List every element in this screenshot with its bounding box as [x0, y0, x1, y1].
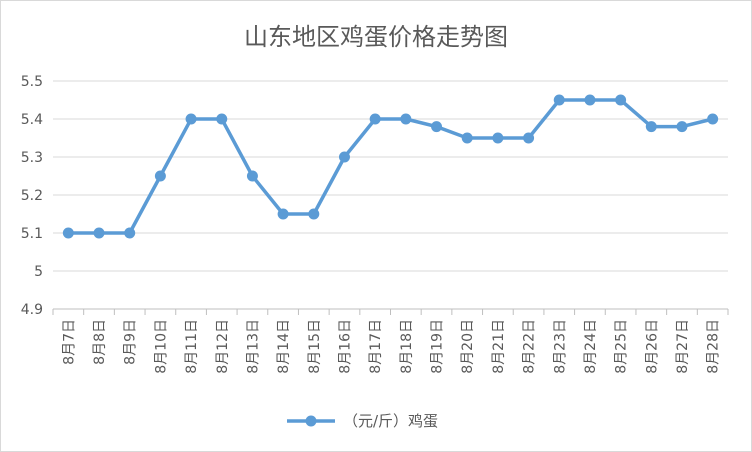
series-line — [66, 98, 715, 235]
x-tick-label: 8月12日 — [215, 319, 231, 374]
x-tick-label: 8月11日 — [184, 319, 200, 374]
gridlines — [53, 80, 728, 310]
data-point — [431, 121, 443, 133]
x-tick-label: 8月10日 — [153, 319, 169, 374]
x-tick-label: 8月8日 — [92, 319, 108, 365]
x-tick-label: 8月26日 — [644, 319, 660, 374]
data-point — [185, 113, 197, 125]
y-tick-label: 5 — [34, 264, 43, 280]
x-tick-label: 8月13日 — [245, 319, 261, 374]
x-tick-label: 8月14日 — [276, 319, 292, 374]
legend: （元/斤）鸡蛋 — [287, 412, 438, 430]
x-tick-label: 8月17日 — [368, 319, 384, 374]
x-tick-label: 8月20日 — [460, 319, 476, 374]
legend-marker — [305, 415, 317, 427]
x-axis: 8月7日 8月8日 8月9日 8月10日 8月11日 8月12日 8月13日 8月14日 8月1… — [52, 309, 729, 374]
x-tick-label: 8月9日 — [123, 319, 139, 365]
x-tick-label: 8月24日 — [583, 319, 599, 374]
data-point — [461, 132, 473, 144]
x-tick-label: 8月18日 — [399, 319, 415, 374]
data-point — [553, 94, 565, 106]
data-point — [308, 208, 320, 220]
data-point — [154, 170, 166, 182]
y-tick-label: 5.1 — [21, 226, 43, 242]
y-axis-tick-labels: 4.9 5 5.1 5.2 5.3 5.4 5.5 — [21, 74, 43, 318]
data-point — [62, 227, 74, 239]
data-point — [492, 132, 504, 144]
data-point — [369, 113, 381, 125]
legend-label: （元/斤）鸡蛋 — [343, 412, 438, 430]
x-tick-label: 8月27日 — [675, 319, 691, 374]
x-tick-label: 8月7日 — [61, 319, 77, 365]
data-point — [400, 113, 412, 125]
data-point — [216, 113, 228, 125]
data-point — [93, 227, 105, 239]
x-tick-label: 8月23日 — [552, 319, 568, 374]
series-layer — [62, 94, 719, 239]
x-tick-label: 8月19日 — [430, 319, 446, 374]
y-tick-label: 5.5 — [21, 74, 43, 90]
data-point — [676, 121, 688, 133]
y-tick-label: 5.4 — [21, 112, 43, 128]
y-tick-label: 4.9 — [21, 302, 43, 318]
data-point — [707, 113, 719, 125]
data-point — [523, 132, 535, 144]
chart-title: 山东地区鸡蛋价格走势图 — [244, 23, 508, 51]
x-tick-label: 8月21日 — [491, 319, 507, 374]
y-tick-label: 5.3 — [21, 150, 43, 166]
data-point — [338, 151, 350, 163]
data-point — [615, 94, 627, 106]
data-point — [246, 170, 258, 182]
x-tick-label: 8月22日 — [522, 319, 538, 374]
data-point — [584, 94, 596, 106]
x-tick-label: 8月16日 — [337, 319, 353, 374]
data-point — [645, 121, 657, 133]
data-point — [124, 227, 136, 239]
x-tick-label: 8月25日 — [614, 319, 630, 374]
x-tick-label: 8月28日 — [706, 319, 722, 374]
data-point — [277, 208, 289, 220]
y-tick-label: 5.2 — [21, 188, 43, 204]
x-tick-label: 8月15日 — [307, 319, 323, 374]
